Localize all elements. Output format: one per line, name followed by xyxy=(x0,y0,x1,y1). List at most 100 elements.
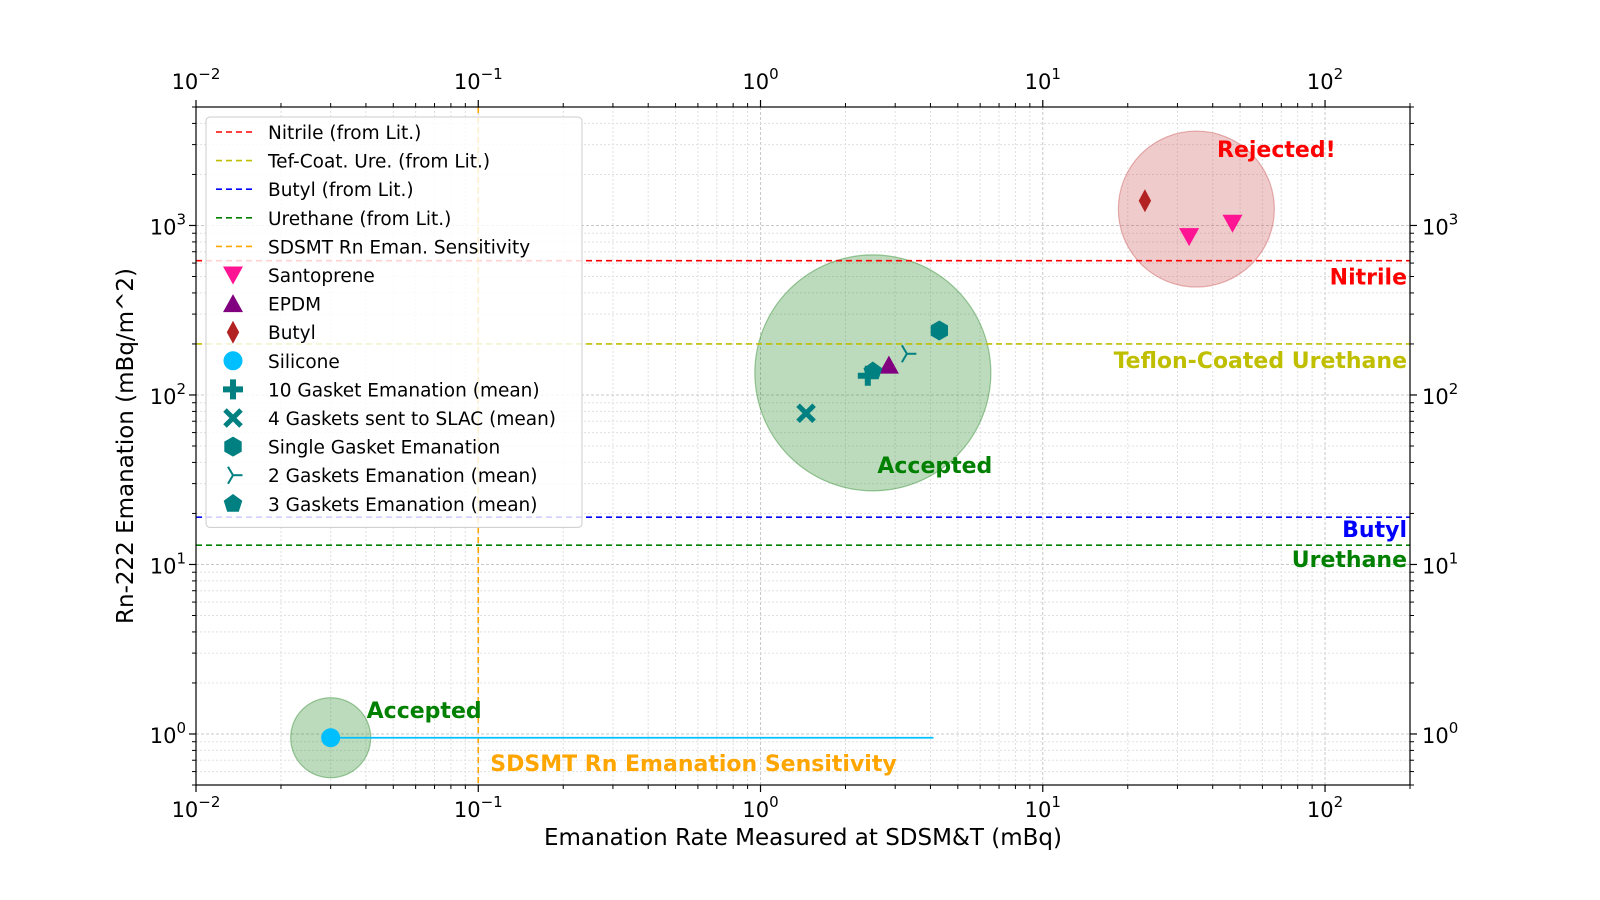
y-tick-label-right: 102 xyxy=(1422,380,1458,409)
x-tick-label-top: 100 xyxy=(742,65,778,94)
legend-label: EPDM xyxy=(268,295,321,316)
legend-entry: Butyl xyxy=(226,320,316,344)
x-tick-label-top: 101 xyxy=(1025,65,1061,94)
legend-label: 3 Gaskets Emanation (mean) xyxy=(268,495,538,516)
legend-label: Tef-Coat. Ure. (from Lit.) xyxy=(267,152,490,173)
x-tick-label-top: 10−1 xyxy=(454,65,503,94)
y-tick-label-right-base: 10 xyxy=(1422,215,1449,239)
y-tick-label-left: 102 xyxy=(150,380,186,409)
x-tick-label-top-base: 10 xyxy=(172,70,199,94)
y-tick-label-left-exponent: 2 xyxy=(176,380,186,398)
legend-entry: SDSMT Rn Eman. Sensitivity xyxy=(216,237,530,258)
x-tick-label-bottom-base: 10 xyxy=(742,798,769,822)
y-tick-label-right-base: 10 xyxy=(1422,724,1449,748)
y-tick-label-right: 100 xyxy=(1422,719,1458,748)
marker-tri-right xyxy=(901,344,917,363)
legend-entry: 3 Gaskets Emanation (mean) xyxy=(223,494,538,516)
y-tick-label-right: 103 xyxy=(1422,210,1458,239)
x-tick-label-top: 10−2 xyxy=(172,65,221,94)
legend-label: Nitrile (from Lit.) xyxy=(268,123,421,144)
legend-marker-swatch-stroke xyxy=(227,466,234,476)
legend-marker-swatch-stroke xyxy=(227,474,234,485)
x-tick-label-top-exponent: −1 xyxy=(481,65,503,83)
y-tick-label-left: 100 xyxy=(150,719,186,748)
legend-marker-swatch xyxy=(223,294,243,313)
marker-x xyxy=(796,403,816,424)
legend-label: Single Gasket Emanation xyxy=(268,438,500,459)
annotations: Nitrile Teflon-Coated Urethane Butyl Uretha… xyxy=(367,138,1407,777)
marker-triangle-down xyxy=(1179,228,1200,247)
x-tick-label-top-base: 10 xyxy=(742,70,769,94)
line-annotation: Teflon-Coated Urethane xyxy=(1114,349,1407,374)
y-tick-label-left-base: 10 xyxy=(150,385,177,409)
legend-label: Santoprene xyxy=(268,266,375,287)
x-tick-label-bottom: 101 xyxy=(1025,793,1061,822)
line-annotation: Urethane xyxy=(1292,548,1407,573)
x-tick-label-top-exponent: 1 xyxy=(1051,65,1061,83)
y-tick-label-right-base: 10 xyxy=(1422,385,1449,409)
x-tick-label-bottom-base: 10 xyxy=(1307,798,1334,822)
legend-marker-swatch xyxy=(223,379,243,400)
marker-diamond xyxy=(1138,189,1152,213)
legend-label: Silicone xyxy=(268,352,340,373)
y-tick-label-right-base: 10 xyxy=(1422,554,1449,578)
legend-entry: EPDM xyxy=(223,294,321,316)
region-label: Accepted xyxy=(877,454,992,479)
marker-tri-right-stroke xyxy=(901,344,908,355)
y-tick-label-left-exponent: 3 xyxy=(176,210,186,228)
x-tick-label-bottom-base: 10 xyxy=(1025,798,1052,822)
legend-entry: Silicone xyxy=(223,351,340,373)
legend-marker-swatch xyxy=(224,436,242,457)
legend-entry: Single Gasket Emanation xyxy=(224,436,500,459)
legend-entry: 4 Gaskets sent to SLAC (mean) xyxy=(223,408,556,430)
y-axis-label: Rn-222 Emanation (mBq/m^2) xyxy=(113,268,139,624)
x-tick-label-top-exponent: 2 xyxy=(1334,65,1344,83)
legend-marker-swatch xyxy=(223,351,243,371)
y-tick-label-right-exponent: 2 xyxy=(1449,380,1459,398)
legend-entry: Santoprene xyxy=(223,266,375,287)
y-tick-label-right-exponent: 3 xyxy=(1449,210,1459,228)
legend-label: 2 Gaskets Emanation (mean) xyxy=(268,466,538,487)
x-tick-label-top: 102 xyxy=(1307,65,1343,94)
x-tick-label-top-exponent: −2 xyxy=(198,65,220,83)
x-tick-label-top-base: 10 xyxy=(1025,70,1052,94)
legend: Nitrile (from Lit.) Tef-Coat. Ure. (from … xyxy=(205,116,583,528)
x-tick-label-bottom-base: 10 xyxy=(454,798,481,822)
legend-label: SDSMT Rn Eman. Sensitivity xyxy=(268,237,530,258)
y-tick-label-left-exponent: 1 xyxy=(176,549,186,567)
region-label: Rejected! xyxy=(1217,138,1336,163)
y-tick-label-right-exponent: 0 xyxy=(1449,719,1459,737)
marker-circle xyxy=(321,728,341,748)
y-tick-label-left-base: 10 xyxy=(150,215,177,239)
y-tick-label-left: 101 xyxy=(150,549,186,578)
x-tick-label-bottom-exponent: −1 xyxy=(481,793,503,811)
legend-entry: 2 Gaskets Emanation (mean) xyxy=(227,466,538,487)
x-tick-label-bottom-exponent: −2 xyxy=(198,793,220,811)
region-circle xyxy=(1117,130,1275,288)
y-tick-label-right-exponent: 1 xyxy=(1449,549,1459,567)
legend-label: 4 Gaskets sent to SLAC (mean) xyxy=(268,409,556,430)
region-label: Accepted xyxy=(367,699,482,724)
legend-marker-swatch xyxy=(223,266,243,285)
legend-entry: Butyl (from Lit.) xyxy=(216,180,414,201)
legend-entry: Tef-Coat. Ure. (from Lit.) xyxy=(216,152,490,173)
x-tick-label-bottom: 102 xyxy=(1307,793,1343,822)
legend-marker-swatch-stroke xyxy=(223,408,243,428)
data-markers xyxy=(321,189,1243,748)
x-tick-label-bottom: 10−1 xyxy=(454,793,503,822)
y-tick-label-left-base: 10 xyxy=(150,724,177,748)
marker-triangle-down xyxy=(1222,214,1243,233)
x-tick-label-bottom-exponent: 1 xyxy=(1051,793,1061,811)
y-tick-label-left-base: 10 xyxy=(150,554,177,578)
x-tick-label-bottom-base: 10 xyxy=(172,798,199,822)
legend-marker-swatch xyxy=(226,320,240,344)
y-tick-label-left-exponent: 0 xyxy=(176,719,186,737)
line-annotation: SDSMT Rn Emanation Sensitivity xyxy=(490,752,896,777)
marker-x-stroke xyxy=(796,403,816,424)
x-tick-label-bottom-exponent: 0 xyxy=(769,793,779,811)
y-tick-label-left: 103 xyxy=(150,210,186,239)
legend-label: Butyl xyxy=(268,323,316,344)
x-tick-label-top-base: 10 xyxy=(454,70,481,94)
